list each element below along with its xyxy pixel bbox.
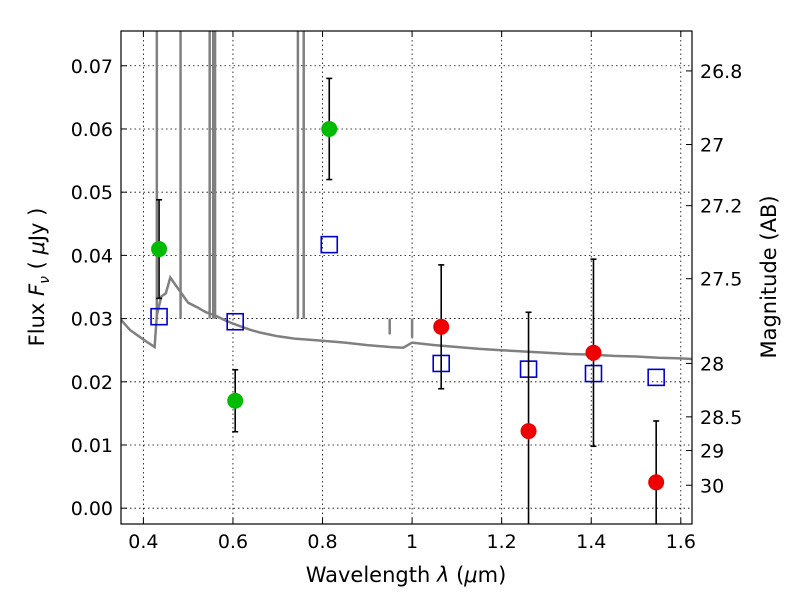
x-tick-label: 0.8 xyxy=(307,531,337,553)
observed-flux-point xyxy=(520,423,537,440)
x-tick-label: 1 xyxy=(406,531,418,553)
x-tick-label: 1.4 xyxy=(576,531,606,553)
model-photometry-square xyxy=(320,235,339,254)
axis-ticks: 0.4 0.6 0.8 1 1.2 1.4 1.6 0.00 0.01 0.02 0.03 0.04 0… xyxy=(71,31,742,553)
y-axis-label: Flux Fν ( μJy ) xyxy=(25,208,53,347)
y2-tick-label: 27 xyxy=(700,134,724,156)
y-tick-label: 0.02 xyxy=(71,372,113,394)
y-tick-label: 0.01 xyxy=(71,435,113,457)
observed-flux-point xyxy=(227,392,244,409)
x-axis-label: Wavelength λ (μm) xyxy=(306,563,507,587)
y2-tick-label: 30 xyxy=(700,475,724,497)
observed-flux-point xyxy=(648,474,665,491)
y-tick-label: 0.07 xyxy=(71,56,113,78)
plot-frame xyxy=(120,30,693,525)
y2-tick-label: 28 xyxy=(700,353,724,375)
y-tick-label: 0.03 xyxy=(71,309,113,331)
y2-tick-label: 27.2 xyxy=(700,196,742,218)
model-spectrum-line xyxy=(121,274,692,361)
x-tick-label: 0.6 xyxy=(218,531,248,553)
y2-tick-label: 28.5 xyxy=(700,407,742,429)
x-tick-label: 1.2 xyxy=(487,531,517,553)
y-tick-label: 0.06 xyxy=(71,119,113,141)
observed-flux-point xyxy=(433,318,450,335)
x-tick-label: 0.4 xyxy=(128,531,158,553)
observed-flux-point xyxy=(151,241,168,258)
x-tick-label: 1.6 xyxy=(666,531,696,553)
model-photometry-square xyxy=(150,307,168,326)
grid-lines xyxy=(121,31,692,524)
y2-tick-label: 27.5 xyxy=(700,269,742,291)
observed-flux-point xyxy=(585,344,602,361)
y-tick-label: 0.05 xyxy=(71,182,113,204)
observed-flux-point xyxy=(321,120,338,137)
model-photometry-square xyxy=(647,368,665,387)
y2-tick-label: 29 xyxy=(700,441,724,463)
y-tick-label: 0.00 xyxy=(71,498,113,520)
secondary-y-axis-label: Magnitude (AB) xyxy=(757,195,781,358)
model-photometry-square xyxy=(226,312,244,331)
plot-area xyxy=(121,31,692,524)
y-tick-label: 0.04 xyxy=(71,245,113,267)
y2-tick-label: 26.8 xyxy=(700,61,742,83)
